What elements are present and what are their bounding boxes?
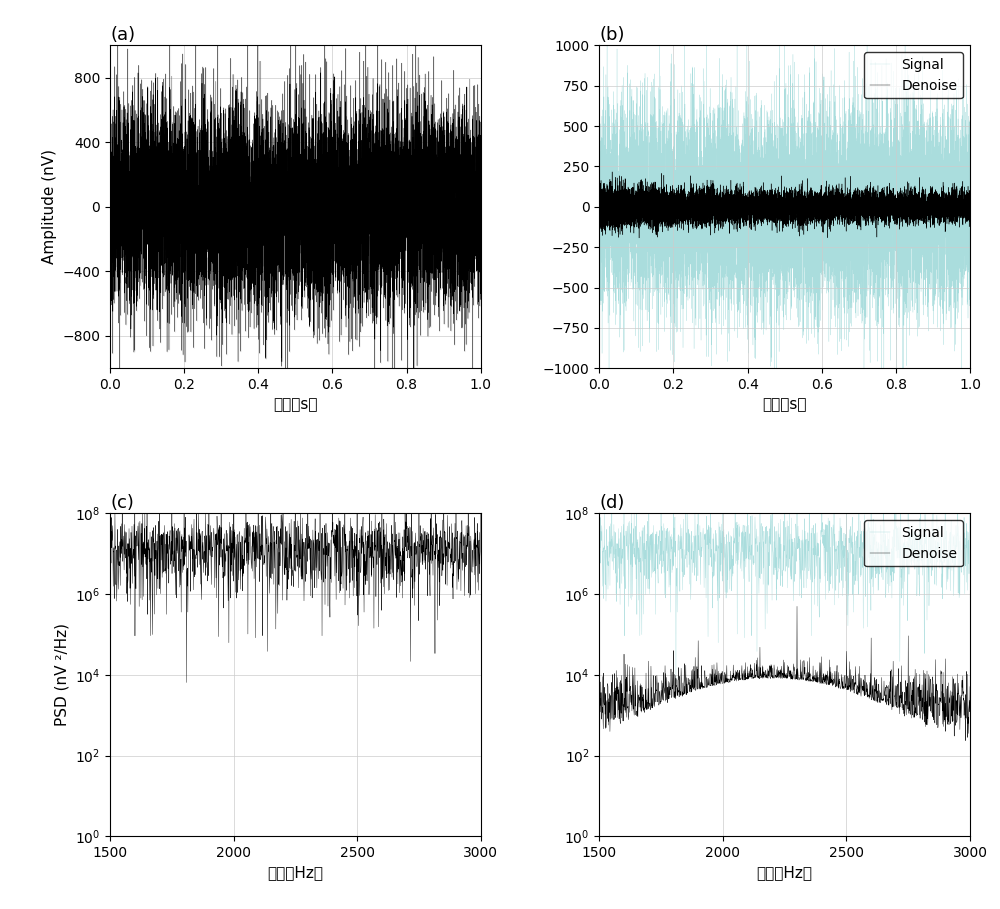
Signal — [593, 300, 605, 311]
Legend: Signal, Denoise: Signal, Denoise — [864, 521, 963, 566]
Text: (a): (a) — [110, 25, 135, 44]
Denoise — [964, 216, 976, 227]
Denoise — [944, 192, 956, 203]
Denoise — [964, 681, 976, 692]
Denoise — [633, 233, 645, 244]
X-axis label: 频率（Hz）: 频率（Hz） — [757, 865, 813, 881]
Denoise — [593, 207, 605, 218]
Line: Denoise: Denoise — [599, 172, 970, 238]
Signal — [707, 603, 719, 614]
Denoise — [595, 204, 607, 215]
Text: (b): (b) — [599, 25, 625, 44]
Signal — [601, 0, 613, 1]
Signal — [609, 230, 621, 241]
Line: Signal: Signal — [599, 0, 970, 409]
Denoise — [677, 677, 689, 688]
Line: Denoise: Denoise — [599, 606, 970, 741]
Text: (d): (d) — [599, 494, 625, 512]
Denoise — [666, 195, 678, 205]
Signal — [595, 249, 607, 260]
Denoise — [706, 680, 718, 691]
Denoise — [775, 208, 787, 219]
Denoise — [593, 671, 605, 682]
Y-axis label: PSD (nV ²/Hz): PSD (nV ²/Hz) — [54, 624, 69, 726]
Denoise — [621, 659, 633, 670]
Denoise — [791, 601, 803, 612]
Signal — [775, 171, 787, 182]
Signal — [621, 521, 633, 532]
Signal — [840, 286, 852, 297]
Denoise — [809, 673, 821, 684]
Signal — [593, 180, 605, 191]
Denoise — [960, 735, 972, 746]
Signal — [964, 303, 976, 314]
Denoise — [609, 209, 621, 220]
Signal — [616, 186, 628, 197]
Denoise — [905, 677, 917, 688]
Signal — [917, 540, 929, 551]
X-axis label: 频率（Hz）: 频率（Hz） — [267, 865, 323, 881]
Legend: Signal, Denoise: Signal, Denoise — [864, 53, 963, 98]
Denoise — [606, 166, 618, 177]
Signal — [944, 109, 956, 120]
Signal — [677, 525, 689, 536]
Denoise — [917, 704, 929, 714]
Signal — [964, 173, 976, 184]
Signal — [666, 193, 678, 204]
Line: Signal: Signal — [599, 292, 970, 683]
Text: (c): (c) — [110, 494, 134, 512]
Signal — [809, 570, 821, 581]
Signal — [905, 530, 917, 541]
Denoise — [616, 204, 628, 215]
Y-axis label: Amplitude (nV): Amplitude (nV) — [42, 149, 57, 265]
Signal — [897, 404, 909, 415]
X-axis label: 时间（s）: 时间（s） — [762, 397, 807, 413]
Signal — [670, 677, 682, 688]
X-axis label: 时间（s）: 时间（s） — [273, 397, 318, 413]
